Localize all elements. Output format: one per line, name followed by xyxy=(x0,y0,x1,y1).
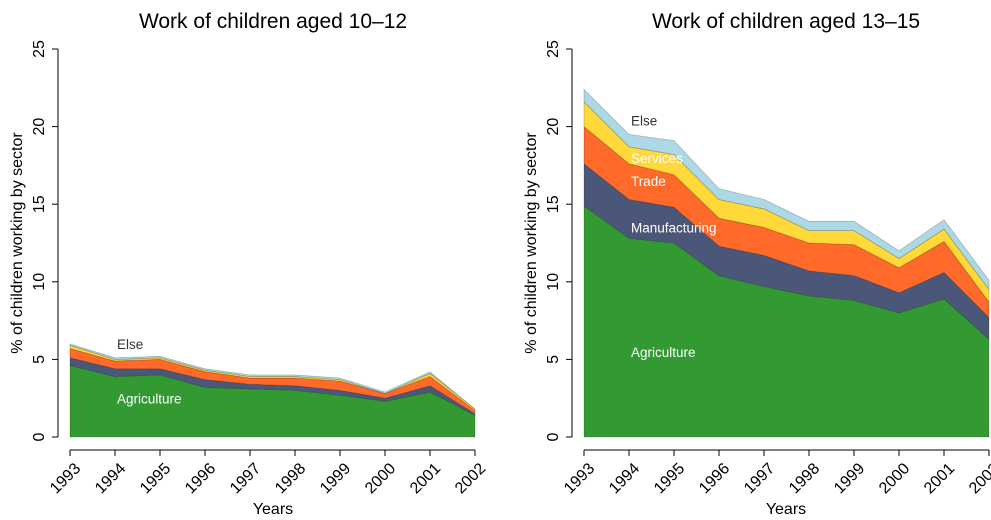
x-axis: 1993 1994 1995 1996 1997 1998 1999 2000 2001 2002 xyxy=(561,449,991,497)
area-labels: Agriculture Else xyxy=(117,337,182,406)
x-tick-label: 1997 xyxy=(741,460,778,497)
x-tick-label: 1999 xyxy=(831,460,868,497)
area-label-else: Else xyxy=(117,337,143,352)
y-axis: 0 5 10 15 20 25 xyxy=(31,40,59,441)
x-tick-label: 1998 xyxy=(786,460,823,497)
y-axis: 0 5 10 15 20 25 xyxy=(545,40,573,441)
stacked-areas xyxy=(583,88,990,438)
x-tick-label: 2000 xyxy=(876,460,913,497)
x-tick-label: 2002 xyxy=(966,460,991,497)
x-axis-label: Years xyxy=(766,501,806,518)
area-label-services: Services xyxy=(631,151,683,166)
y-tick-label: 5 xyxy=(31,355,48,364)
area-agriculture xyxy=(69,365,476,438)
x-tick-label: 2001 xyxy=(921,460,958,497)
area-label-else: Else xyxy=(631,114,657,129)
y-tick-label: 10 xyxy=(31,273,48,291)
y-tick-label: 0 xyxy=(31,432,48,441)
area-else xyxy=(583,88,990,291)
y-tick-label: 20 xyxy=(545,118,562,136)
y-tick-label: 0 xyxy=(545,432,562,441)
stacked-areas xyxy=(69,343,476,438)
area-services xyxy=(69,344,476,412)
y-tick-label: 15 xyxy=(31,195,48,213)
area-label-trade: Trade xyxy=(631,174,666,189)
x-tick-label: 1996 xyxy=(696,460,733,497)
y-tick-label: 15 xyxy=(545,195,562,213)
x-tick-label: 1995 xyxy=(137,460,174,497)
chart-title: Work of children aged 10–12 xyxy=(139,10,407,33)
y-tick-label: 5 xyxy=(545,355,562,364)
area-else xyxy=(69,343,476,410)
x-tick-label: 1997 xyxy=(227,460,264,497)
area-label-agriculture: Agriculture xyxy=(631,345,696,360)
area-trade xyxy=(69,347,476,415)
y-tick-label: 25 xyxy=(545,40,562,58)
x-tick-label: 1995 xyxy=(651,460,688,497)
chart-panel-1: Work of children aged 10–12 0 5 10 15 20 25 199… xyxy=(9,10,489,518)
chart-panel-2: Work of children aged 13–15 0 5 10 15 20 25 199… xyxy=(523,10,991,518)
x-tick-label: 1993 xyxy=(561,460,598,497)
x-tick-label: 1998 xyxy=(272,460,309,497)
x-tick-label: 2001 xyxy=(407,460,444,497)
y-axis-label: % of children working by sector xyxy=(523,132,540,354)
x-tick-label: 1999 xyxy=(317,460,354,497)
chart-title: Work of children aged 13–15 xyxy=(652,10,920,33)
x-tick-label: 1994 xyxy=(92,460,129,497)
y-tick-label: 25 xyxy=(31,40,48,58)
x-tick-label: 2000 xyxy=(362,460,399,497)
x-tick-label: 1994 xyxy=(606,460,643,497)
area-label-agriculture: Agriculture xyxy=(117,391,182,406)
y-tick-label: 10 xyxy=(545,273,562,291)
area-label-manufacturing: Manufacturing xyxy=(631,221,717,236)
y-axis-label: % of children working by sector xyxy=(9,132,26,354)
area-labels: Agriculture Manufacturing Trade Services Els… xyxy=(631,114,717,360)
x-tick-label: 2002 xyxy=(452,460,489,497)
x-axis-label: Years xyxy=(253,501,293,518)
x-tick-label: 1996 xyxy=(182,460,219,497)
area-trade xyxy=(583,125,990,319)
y-tick-label: 20 xyxy=(31,118,48,136)
x-tick-label: 1993 xyxy=(47,460,84,497)
x-axis: 1993 1994 1995 1996 1997 1998 1999 2000 2001 2002 xyxy=(47,449,489,497)
